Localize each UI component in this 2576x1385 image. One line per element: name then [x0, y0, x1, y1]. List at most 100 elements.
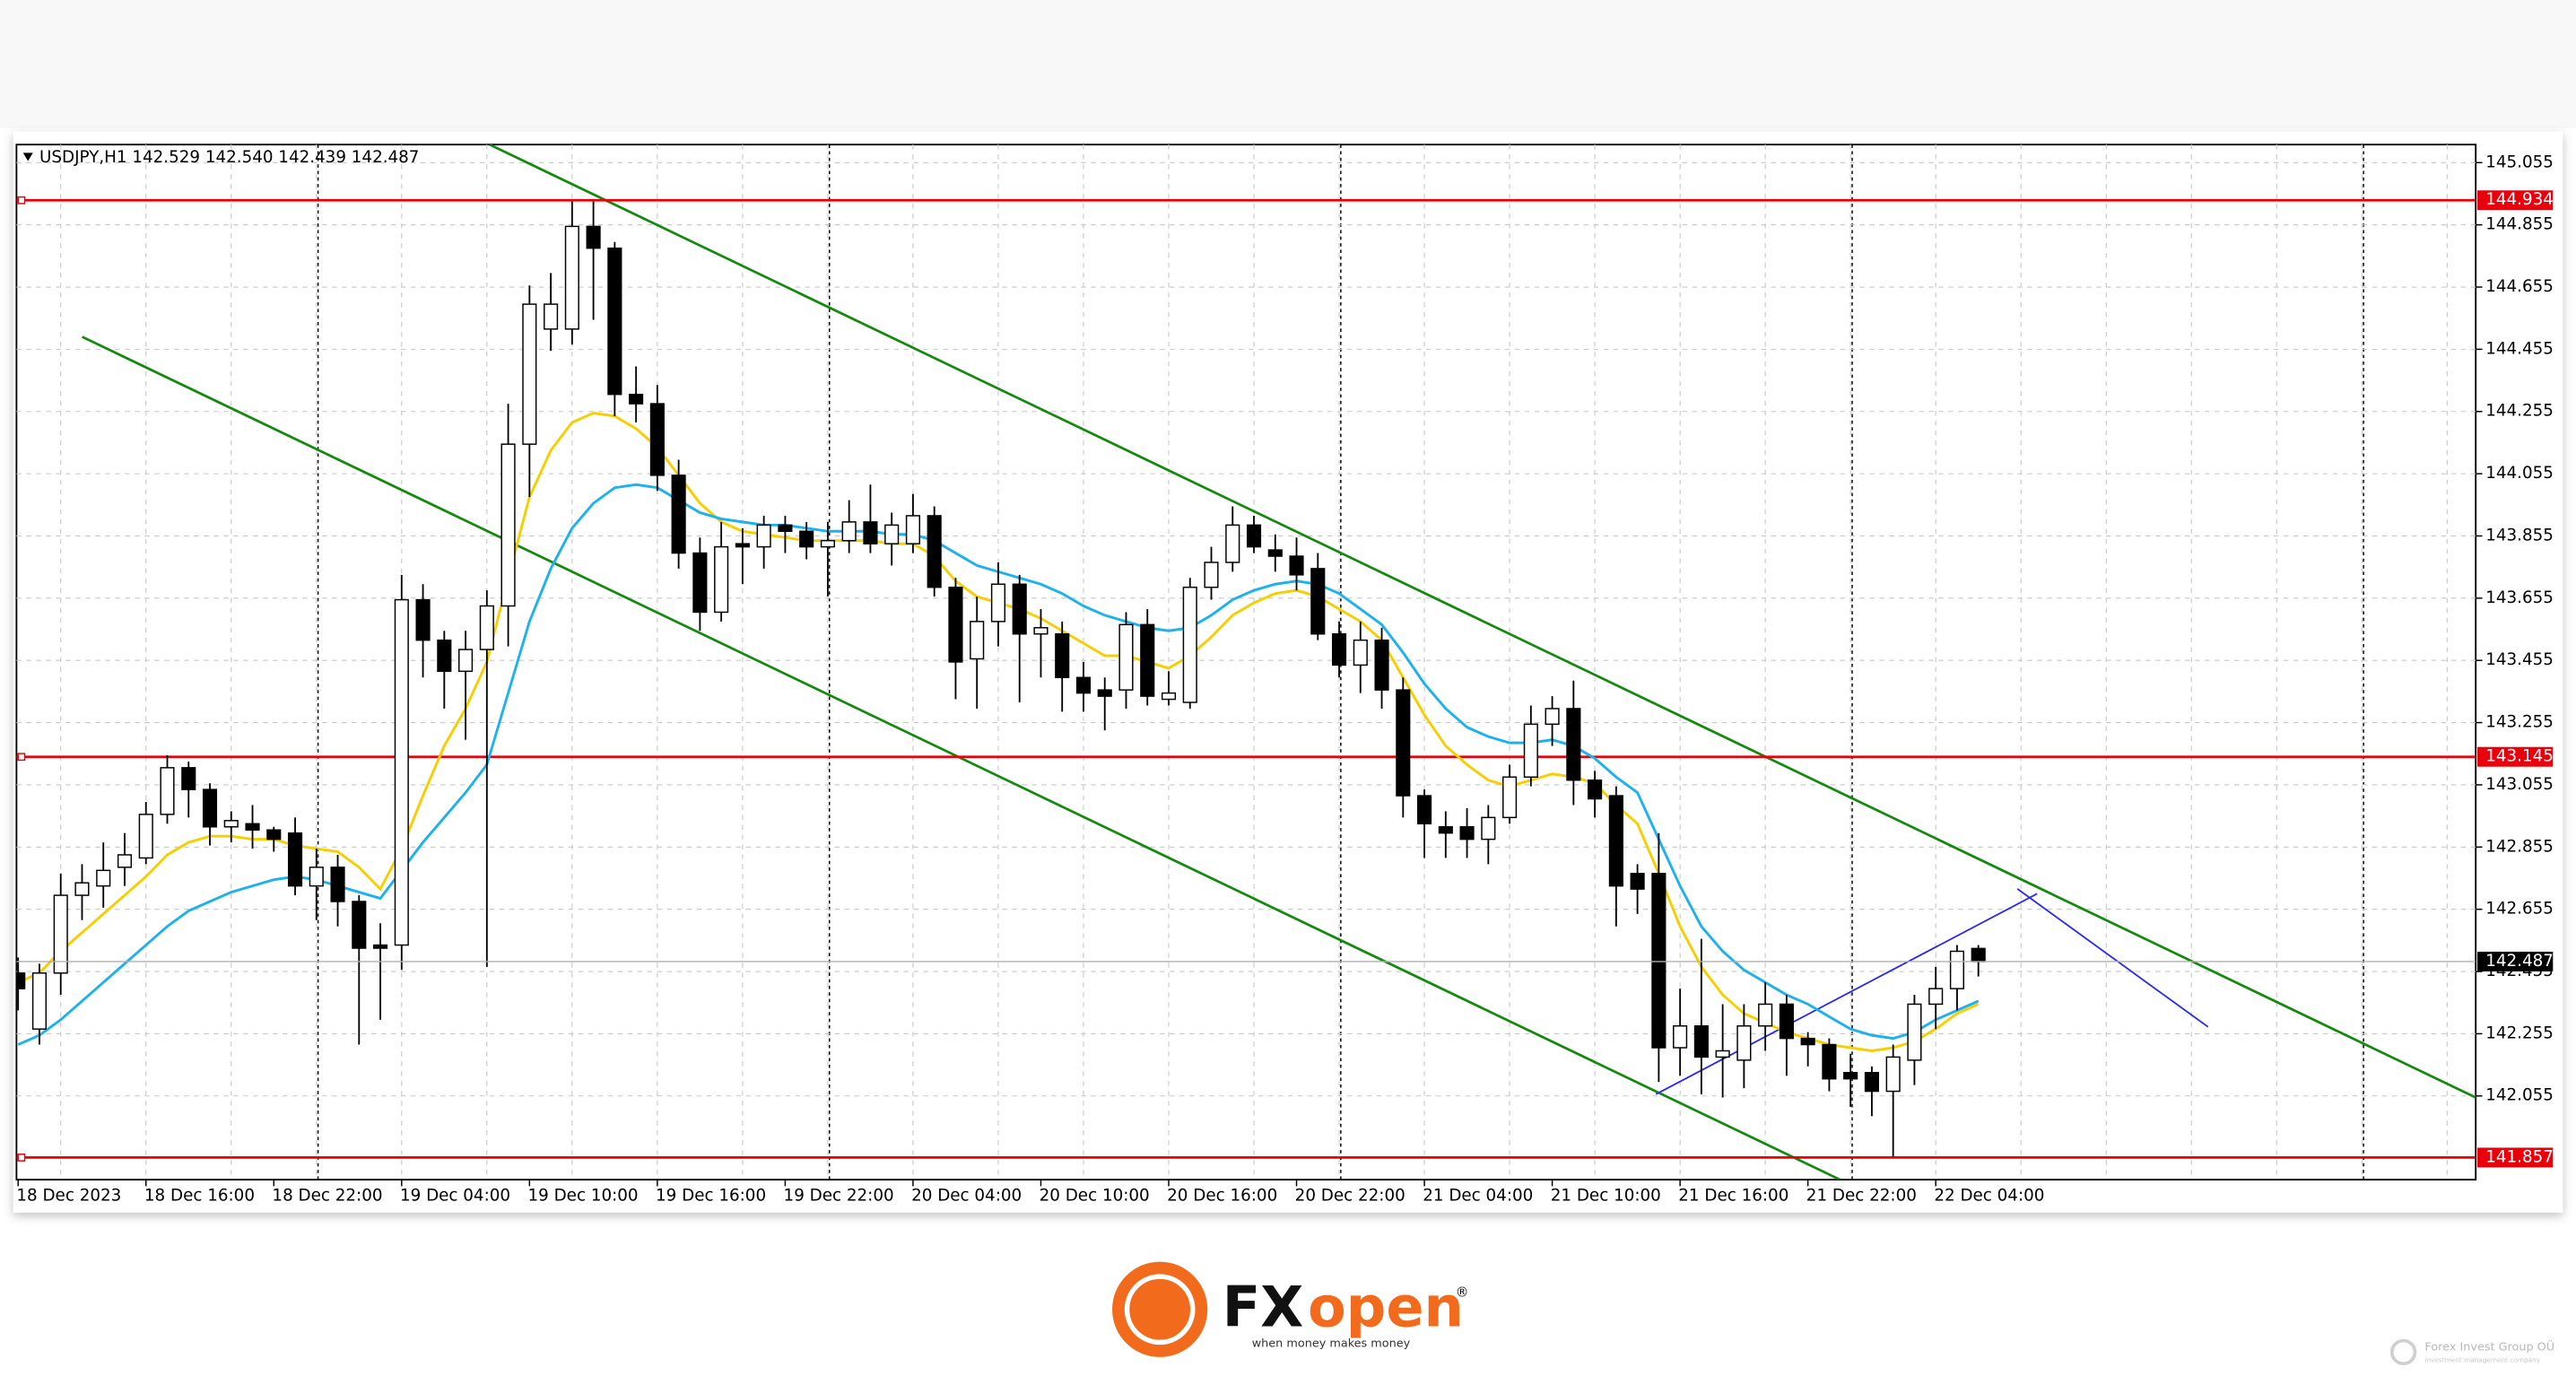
y-tick-label: 143.055: [2485, 775, 2554, 794]
candle-body: [1182, 586, 1197, 703]
candle-body: [1843, 1072, 1858, 1080]
candle-body: [31, 972, 48, 1030]
candle-body: [522, 303, 537, 445]
candle-body: [372, 944, 388, 949]
x-tick-label: 18 Dec 22:00: [272, 1186, 382, 1205]
candle-body: [1416, 795, 1432, 825]
y-tick-label: 144.855: [2485, 215, 2554, 234]
candle-body: [287, 832, 303, 887]
candle-body: [629, 393, 644, 405]
top-band: [0, 0, 2576, 128]
y-tick-label: 142.055: [2485, 1086, 2554, 1105]
candle-body: [756, 524, 771, 548]
candle-body: [1928, 988, 1944, 1006]
candle-body: [1161, 692, 1177, 701]
candle-body: [223, 820, 239, 828]
x-tick-label: 19 Dec 04:00: [400, 1186, 510, 1205]
candle-body: [330, 867, 345, 902]
candle-body: [437, 639, 452, 673]
y-tick-label: 145.055: [2485, 152, 2554, 171]
candle-body: [586, 225, 601, 249]
candle-body: [778, 524, 793, 533]
candle-body: [1097, 689, 1112, 697]
chart-title: USDJPY,H1 142.529 142.540 142.439 142.48…: [39, 148, 419, 167]
candle-body: [1353, 639, 1368, 666]
candle-body: [415, 598, 431, 641]
level-box: [2477, 1147, 2554, 1168]
logo-icon-ring: [1124, 1274, 1196, 1346]
watermark-icon: [2389, 1338, 2417, 1366]
candle-body: [394, 598, 409, 946]
candle-body: [1545, 708, 1560, 726]
candle-body: [714, 545, 729, 614]
candle-body: [309, 867, 324, 887]
candle-body: [1374, 639, 1389, 691]
candle-body: [1779, 1003, 1794, 1040]
candle-body: [1396, 689, 1411, 797]
plot-area: [15, 144, 2477, 1180]
candle-body: [1864, 1072, 1879, 1093]
candle-body: [1566, 708, 1581, 781]
trend-line: [1655, 893, 2038, 1095]
x-tick-label: 21 Dec 16:00: [1678, 1186, 1788, 1205]
level-label: 143.145: [2485, 747, 2554, 766]
x-tick-label: 21 Dec 04:00: [1423, 1186, 1533, 1205]
candle-body: [53, 894, 68, 974]
y-tick-label: 142.255: [2485, 1024, 2554, 1042]
y-tick-label: 144.255: [2485, 402, 2554, 421]
menu-arrow[interactable]: [22, 152, 33, 161]
candle-body: [735, 543, 750, 548]
y-tick-label: 144.455: [2485, 339, 2554, 358]
logo-tagline: when money makes money: [1252, 1337, 1411, 1351]
x-tick-label: 20 Dec 16:00: [1167, 1186, 1277, 1205]
candle-body: [117, 854, 133, 868]
channel-lower: [82, 335, 1841, 1180]
x-tick-label: 20 Dec 22:00: [1295, 1186, 1405, 1205]
logo-open: open: [1308, 1275, 1464, 1340]
x-tick-label: 21 Dec 10:00: [1551, 1186, 1661, 1205]
last-price-box: [2477, 951, 2554, 971]
candle-body: [1033, 627, 1049, 635]
level-label: 144.934: [2485, 190, 2554, 209]
candle-body: [927, 515, 942, 588]
candle-body: [1822, 1043, 1837, 1080]
watermark: Forex Invest Group OÜ: [2424, 1338, 2554, 1354]
candle-body: [1140, 623, 1155, 697]
candle-body: [948, 586, 963, 663]
y-tick-label: 144.655: [2485, 277, 2554, 296]
trend-line: [2016, 888, 2209, 1028]
candle-body: [905, 515, 920, 544]
level-anchor: [17, 753, 26, 762]
watermark-sub: investment management company: [2424, 1356, 2540, 1364]
x-tick-label: 18 Dec 2023: [16, 1186, 121, 1205]
candle-body: [138, 814, 153, 859]
candle-body: [500, 443, 516, 607]
candle-body: [1651, 873, 1667, 1049]
candle-body: [1630, 873, 1645, 890]
candle-body: [1459, 826, 1475, 841]
candle-body: [1673, 1024, 1688, 1049]
candle-body: [1949, 950, 1964, 989]
level-anchor: [17, 196, 26, 205]
candle-body: [1331, 632, 1347, 666]
candle-body: [1055, 632, 1070, 679]
x-tick-label: 19 Dec 10:00: [528, 1186, 639, 1205]
candle-body: [1075, 676, 1092, 694]
candle-body: [990, 583, 1006, 623]
last-price-label: 142.487: [2485, 952, 2554, 971]
y-tick-label: 142.655: [2485, 900, 2554, 919]
candle-body: [1971, 947, 1986, 963]
level-box: [2477, 746, 2554, 767]
candle-body: [607, 247, 622, 396]
candle-body: [479, 605, 494, 650]
candle-body: [564, 225, 579, 330]
candle-body: [1502, 776, 1518, 819]
candle-body: [1438, 826, 1453, 834]
x-tick-label: 20 Dec 04:00: [911, 1186, 1022, 1205]
level-box: [2477, 190, 2554, 211]
candle-body: [970, 621, 985, 660]
x-tick-label: 19 Dec 16:00: [656, 1186, 766, 1205]
candle-body: [1885, 1056, 1901, 1093]
candle-body: [671, 475, 686, 554]
